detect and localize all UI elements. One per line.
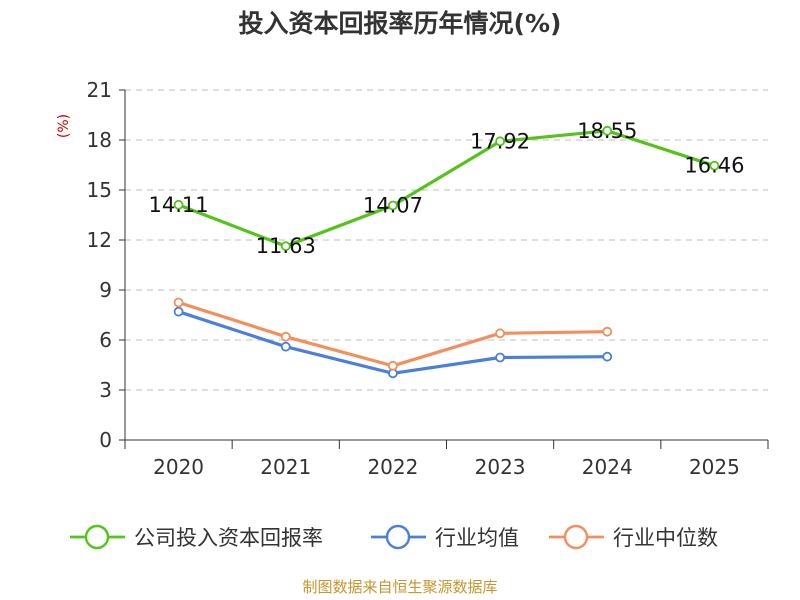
legend-item-1[interactable]: 行业均值 [371,524,519,550]
data-label: 17.92 [470,129,530,153]
chart-title: 投入资本回报率历年情况(%) [239,9,562,38]
x-tick-label: 2024 [582,455,633,479]
gridlines [125,89,768,391]
x-tick-label: 2020 [153,455,204,479]
data-point [173,306,184,317]
data-point [280,331,291,342]
legend-swatch-marker [385,524,411,550]
y-tick-label: 9 [99,278,112,302]
x-tick-label: 2023 [475,455,526,479]
data-point [602,351,613,362]
data-label: 11.63 [256,234,316,258]
legend-item-0[interactable]: 公司投入资本回报率 [70,524,323,550]
data-label: 18.55 [577,119,637,143]
axes [119,89,769,449]
legend-swatch-marker [563,524,589,550]
legend-swatch-marker [84,524,110,550]
data-label: 14.07 [363,194,423,218]
x-tick-label: 2021 [260,455,311,479]
footer-source: 制图数据来自恒生聚源数据库 [302,578,497,596]
series-0 [173,125,720,252]
x-tick-label: 2025 [689,455,740,479]
data-point [495,136,505,147]
data-point [388,360,398,371]
data-labels: 14.11 11.63 14.07 17.92 18.55 16.46 [149,119,745,258]
x-tick-labels: 2020 2021 2022 2023 2024 2025 [153,455,740,479]
y-tick-label: 6 [99,328,112,352]
legend-item-2[interactable]: 行业中位数 [549,524,718,550]
y-tick-label: 18 [87,128,112,152]
data-point [388,200,398,211]
legend-label: 行业均值 [435,526,519,550]
data-point [280,341,291,352]
y-tick-label: 0 [99,428,112,452]
series-line [178,129,715,248]
data-point [602,125,613,136]
data-point [173,297,184,308]
data-label: 14.11 [149,193,209,217]
y-axis-label: (%) [56,114,72,138]
legend[interactable]: 公司投入资本回报率 行业均值 行业中位数 [70,524,718,550]
series-lines [173,125,720,379]
y-tick-label: 15 [87,178,112,202]
y-tick-labels: 0 3 6 9 12 15 18 21 [87,78,112,452]
data-label: 16.46 [684,154,744,178]
data-point [495,328,505,339]
data-point [173,199,184,210]
data-point [602,326,613,337]
y-tick-label: 21 [87,78,112,102]
data-point [709,160,720,171]
data-point [280,241,291,252]
x-tick-label: 2022 [367,455,418,479]
y-tick-label: 3 [99,378,112,402]
legend-label: 行业中位数 [613,526,718,550]
y-tick-label: 12 [87,228,112,252]
series-2 [173,297,613,371]
legend-label: 公司投入资本回报率 [134,526,323,550]
data-point [495,352,505,363]
